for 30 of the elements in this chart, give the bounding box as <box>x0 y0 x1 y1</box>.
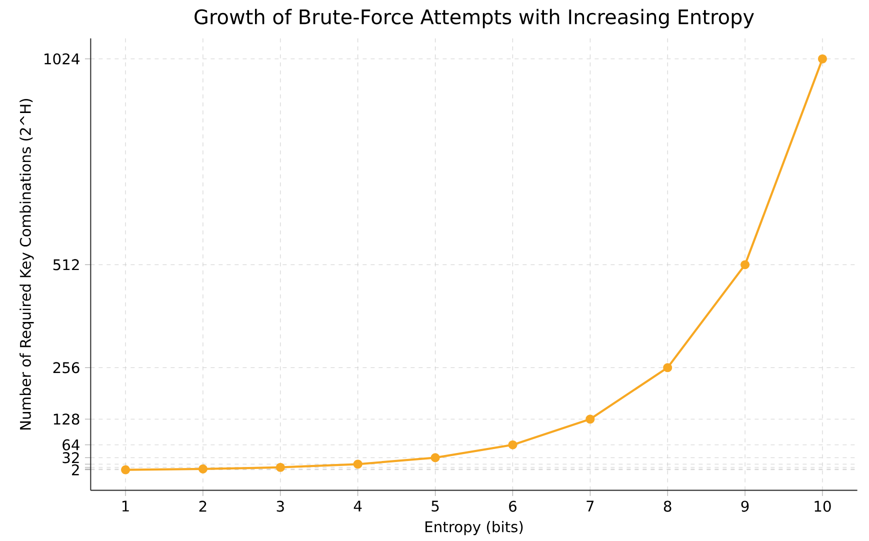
chart-title: Growth of Brute-Force Attempts with Increasing Entropy <box>194 8 754 28</box>
y-tick-label: 128 <box>54 414 80 425</box>
x-tick-label: 3 <box>276 500 284 512</box>
point <box>586 414 595 424</box>
x-axis-title: Entropy (bits) <box>426 520 523 536</box>
y-tick-label: 1024 <box>44 53 80 64</box>
x-tick-label: 9 <box>741 500 749 512</box>
y-axis-title: Number of Required Key Combinations (2^H) <box>20 98 34 430</box>
point <box>818 54 828 64</box>
point <box>353 460 362 469</box>
x-tick-label: 6 <box>509 500 516 512</box>
x-tick-label: 7 <box>586 500 594 512</box>
point <box>740 260 750 270</box>
point <box>430 453 440 462</box>
y-tick-label: 32 <box>62 452 79 464</box>
x-tick-label: 4 <box>354 500 362 512</box>
x-tick-label: 8 <box>664 500 672 512</box>
x-tick-label: 2 <box>199 500 206 512</box>
x-tick-label: 10 <box>814 500 831 512</box>
point <box>120 465 130 474</box>
y-tick-label: 512 <box>53 259 79 270</box>
point <box>198 464 208 474</box>
point <box>508 440 518 450</box>
y-tick-label: 256 <box>53 362 80 374</box>
point <box>276 462 285 472</box>
point <box>663 363 672 372</box>
y-tick-label: 64 <box>62 439 80 450</box>
x-tick-label: 5 <box>432 500 439 512</box>
x-tick-label: 1 <box>122 500 129 512</box>
y-tick-label: 2 <box>72 464 79 476</box>
